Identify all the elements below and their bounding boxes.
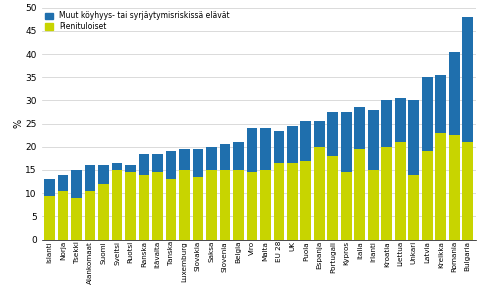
Bar: [192, 149, 204, 177]
Bar: [354, 107, 365, 149]
Bar: [287, 126, 298, 163]
Bar: [112, 163, 122, 170]
Bar: [422, 151, 432, 240]
Bar: [44, 179, 55, 196]
Bar: [233, 142, 244, 170]
Bar: [206, 147, 217, 170]
Bar: [219, 170, 230, 240]
Bar: [206, 170, 217, 240]
Bar: [327, 156, 338, 240]
Bar: [71, 170, 82, 198]
Bar: [192, 177, 204, 240]
Bar: [58, 175, 69, 191]
Bar: [287, 163, 298, 240]
Bar: [179, 170, 190, 240]
Bar: [139, 154, 149, 175]
Bar: [341, 112, 352, 172]
Bar: [247, 128, 257, 172]
Bar: [139, 175, 149, 240]
Bar: [274, 130, 284, 163]
Bar: [152, 172, 163, 240]
Bar: [382, 147, 392, 240]
Bar: [71, 198, 82, 240]
Bar: [462, 17, 473, 142]
Bar: [125, 165, 136, 172]
Bar: [260, 128, 271, 170]
Bar: [84, 191, 96, 240]
Legend: Muut köyhyys- tai syrjäytymisriskissä elävät, Pienituloiset: Muut köyhyys- tai syrjäytymisriskissä el…: [44, 10, 231, 33]
Bar: [300, 161, 311, 240]
Bar: [247, 172, 257, 240]
Bar: [58, 191, 69, 240]
Bar: [382, 101, 392, 147]
Bar: [395, 142, 406, 240]
Bar: [368, 170, 379, 240]
Bar: [422, 77, 432, 151]
Bar: [219, 145, 230, 170]
Bar: [368, 110, 379, 170]
Bar: [98, 165, 109, 184]
Bar: [449, 135, 460, 240]
Bar: [341, 172, 352, 240]
Bar: [408, 175, 419, 240]
Bar: [354, 149, 365, 240]
Bar: [44, 196, 55, 240]
Bar: [435, 133, 446, 240]
Bar: [260, 170, 271, 240]
Bar: [314, 121, 325, 147]
Bar: [274, 163, 284, 240]
Bar: [300, 121, 311, 161]
Bar: [152, 154, 163, 172]
Bar: [179, 149, 190, 170]
Bar: [408, 101, 419, 175]
Y-axis label: %: %: [14, 119, 24, 128]
Bar: [233, 170, 244, 240]
Bar: [84, 165, 96, 191]
Bar: [462, 142, 473, 240]
Bar: [449, 52, 460, 135]
Bar: [166, 151, 176, 179]
Bar: [112, 170, 122, 240]
Bar: [314, 147, 325, 240]
Bar: [125, 172, 136, 240]
Bar: [327, 112, 338, 156]
Bar: [166, 179, 176, 240]
Bar: [435, 75, 446, 133]
Bar: [395, 98, 406, 142]
Bar: [98, 184, 109, 240]
